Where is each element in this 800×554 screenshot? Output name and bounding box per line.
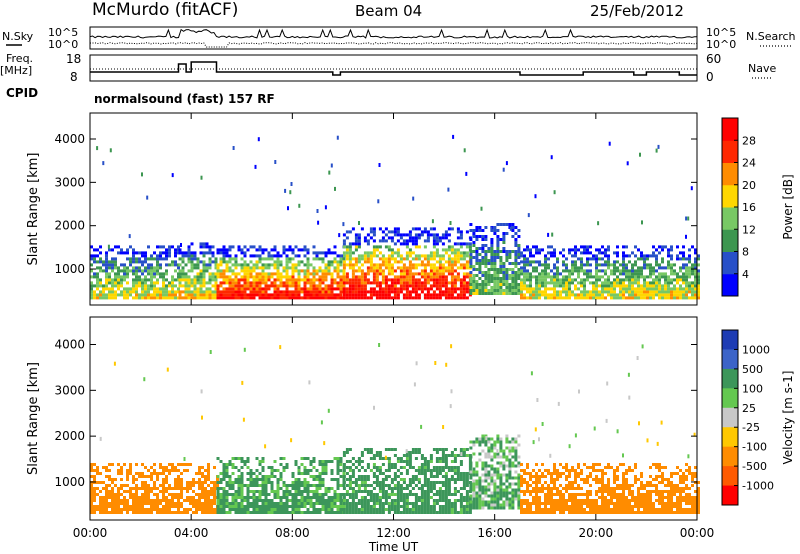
velocity-cbtick-label: -25	[742, 421, 760, 434]
velocity-colorbar-label: Velocity [m s-1]	[781, 371, 795, 465]
nsky-series	[89, 28, 697, 39]
velocity-ytick-label: 2000	[54, 429, 85, 443]
power-cbtick-label: 8	[742, 246, 749, 259]
xlabel: Time UT	[368, 540, 419, 554]
xtick-label: 04:00	[174, 526, 209, 540]
nave-label: Nave	[748, 62, 777, 75]
xtick-label: 00:00	[73, 526, 108, 540]
power-cells	[90, 134, 700, 300]
freq-tick-lo: 8	[70, 70, 78, 84]
velocity-colorbar-seg	[722, 446, 738, 467]
nsky-tick-lo: 10^0	[48, 38, 79, 51]
power-ytick-label: 4000	[54, 132, 85, 146]
mode-label: normalsound (fast) 157 RF	[94, 92, 275, 106]
xtick-label: 00:00	[680, 526, 715, 540]
velocity-colorbar-seg	[722, 466, 738, 487]
velocity-ylabel: Slant Range [km]	[26, 362, 41, 475]
freq-panel-frame	[89, 54, 698, 82]
nsearch-tick-hi: 10^5	[706, 26, 737, 39]
freq-series	[90, 61, 697, 76]
nsearch-series	[89, 41, 698, 48]
power-cbtick-label: 16	[742, 201, 756, 214]
power-colorbar-seg	[722, 162, 738, 186]
velocity-cells	[90, 343, 700, 514]
power-colorbar-seg	[722, 184, 738, 208]
xtick-label: 16:00	[477, 526, 512, 540]
velocity-colorbar-seg	[722, 330, 738, 350]
beam-title: Beam 04	[355, 2, 423, 20]
velocity-cbtick-label: -1000	[742, 480, 774, 493]
nsearch-tick-lo: 10^0	[706, 38, 737, 51]
nave-tick-lo: 0	[706, 70, 714, 84]
velocity-cbtick-label: -100	[742, 441, 767, 454]
velocity-colorbar-seg	[722, 485, 738, 506]
xtick-label: 20:00	[579, 526, 614, 540]
date-title: 25/Feb/2012	[590, 2, 684, 20]
xtick-label: 12:00	[376, 526, 411, 540]
power-ytick-label: 3000	[54, 175, 85, 189]
velocity-colorbar-seg	[722, 407, 738, 428]
power-cbtick-label: 20	[742, 179, 756, 192]
nsearch-label: N.Search	[746, 30, 796, 43]
freq-tick-hi: 18	[66, 52, 82, 66]
velocity-ytick-label: 3000	[54, 383, 85, 397]
xtick-label: 08:00	[275, 526, 310, 540]
power-colorbar-label: Power [dB]	[781, 174, 795, 239]
velocity-ytick-label: 1000	[54, 475, 85, 489]
station-title: McMurdo (fitACF)	[92, 0, 239, 20]
power-cbtick-label: 4	[742, 268, 749, 281]
power-cbtick-label: 28	[742, 134, 756, 147]
velocity-ytick-label: 4000	[54, 337, 85, 351]
power-cbtick-label: 24	[742, 157, 756, 170]
freq-label: Freq.	[6, 52, 34, 65]
freq-unit: [MHz]	[0, 64, 33, 77]
power-colorbar-seg	[722, 251, 738, 275]
velocity-cbtick-label: 25	[742, 402, 756, 415]
velocity-colorbar-seg	[722, 368, 738, 389]
velocity-colorbar-seg	[722, 427, 738, 448]
velocity-cbtick-label: -500	[742, 460, 767, 473]
power-colorbar-seg	[722, 118, 738, 141]
power-colorbar-seg	[722, 140, 738, 163]
power-ytick-label: 1000	[54, 262, 85, 276]
velocity-cbtick-label: 100	[742, 382, 763, 395]
power-colorbar-seg	[722, 273, 738, 297]
velocity-colorbar-seg	[722, 349, 738, 370]
nsky-tick-hi: 10^5	[48, 26, 79, 39]
power-colorbar-seg	[722, 207, 738, 230]
power-ylabel: Slant Range [km]	[26, 153, 41, 266]
power-cbtick-label: 12	[742, 223, 756, 236]
power-ytick-label: 2000	[54, 219, 85, 233]
nsky-label: N.Sky	[2, 30, 34, 43]
velocity-colorbar-seg	[722, 388, 738, 409]
cpid-label: CPID	[6, 86, 39, 100]
power-colorbar-seg	[722, 229, 738, 252]
velocity-cbtick-label: 1000	[742, 343, 770, 356]
velocity-colorbar-frame	[721, 329, 739, 506]
velocity-cbtick-label: 500	[742, 363, 763, 376]
noise-panel-frame	[89, 26, 698, 50]
nave-tick-hi: 60	[706, 52, 722, 66]
